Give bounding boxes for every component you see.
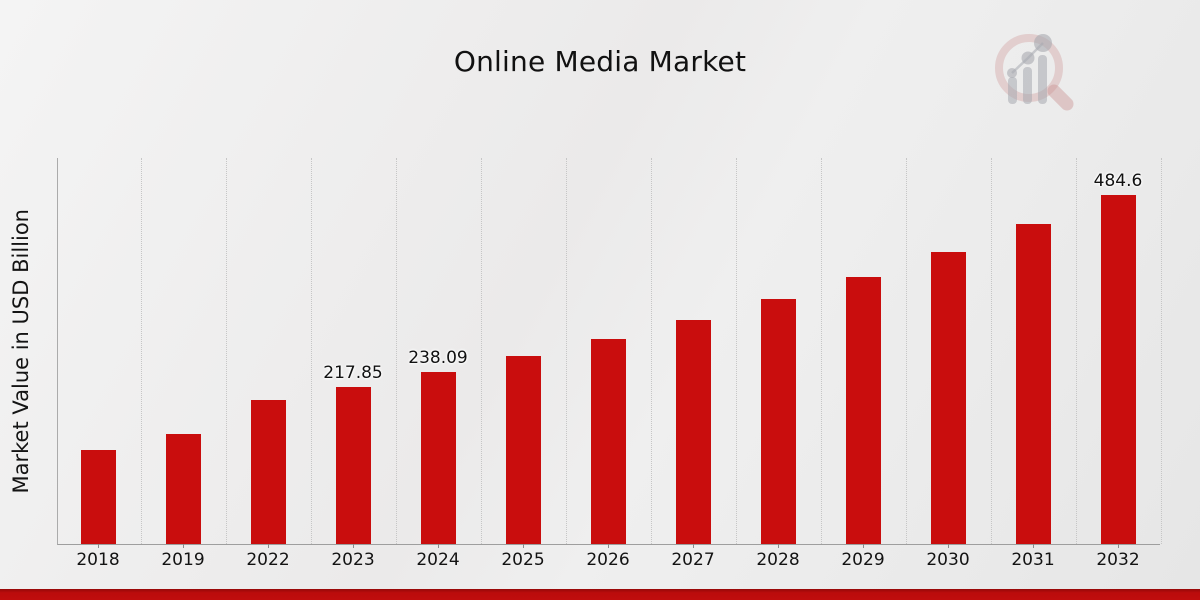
category-gridline [905, 158, 907, 544]
category-gridline [735, 158, 737, 544]
bar-2027 [675, 320, 711, 544]
x-tick-label-2019: 2019 [161, 550, 205, 570]
page-title: Online Media Market [453, 45, 747, 78]
x-axis-tick [268, 544, 269, 548]
x-tick-label-2024: 2024 [416, 550, 460, 570]
x-axis-tick [1118, 544, 1119, 548]
x-axis-tick [353, 544, 354, 548]
x-tick-label-2031: 2031 [1011, 550, 1055, 570]
x-tick-label-2029: 2029 [841, 550, 885, 570]
bar-2028 [760, 299, 796, 544]
x-axis-tick [523, 544, 524, 548]
x-tick-label-2025: 2025 [501, 550, 545, 570]
x-tick-label-2023: 2023 [331, 550, 375, 570]
x-tick-label-2022: 2022 [246, 550, 290, 570]
x-axis-tick [98, 544, 99, 548]
bar-value-label: 484.6 [1093, 170, 1143, 191]
x-axis-tick [863, 544, 864, 548]
bar-2031 [1015, 224, 1051, 544]
plot-area: 2018 2019 2022 217.85 2023 238.09 2024 2025 2026… [57, 158, 1162, 570]
y-axis-label: Market Value in USD Billion [9, 209, 33, 494]
category-gridline [565, 158, 567, 544]
bar-value-label: 238.09 [408, 348, 468, 369]
category-gridline [820, 158, 822, 544]
category-gridline [310, 158, 312, 544]
bar-2022 [250, 400, 286, 544]
category-gridline [480, 158, 482, 544]
category-gridline [395, 158, 397, 544]
x-axis-tick [693, 544, 694, 548]
bar-2030 [930, 251, 966, 544]
x-axis-tick [1033, 544, 1034, 548]
x-axis-tick [608, 544, 609, 548]
category-gridline [225, 158, 227, 544]
x-tick-label-2032: 2032 [1096, 550, 1140, 570]
category-gridline [1075, 158, 1077, 544]
bar-2029 [845, 276, 881, 544]
bar-value-label: 217.85 [323, 363, 383, 384]
x-axis-tick [778, 544, 779, 548]
x-tick-label-2026: 2026 [586, 550, 630, 570]
footer-accent-band [0, 589, 1200, 600]
x-tick-label-2030: 2030 [926, 550, 970, 570]
x-axis-tick [183, 544, 184, 548]
category-gridline [990, 158, 992, 544]
y-axis-label-wrap: Market Value in USD Billion [4, 158, 38, 545]
category-gridline [140, 158, 142, 544]
x-axis-tick [948, 544, 949, 548]
bar-2023 [335, 387, 371, 544]
bar-2024 [420, 372, 456, 544]
x-tick-label-2027: 2027 [671, 550, 715, 570]
x-tick-label-2028: 2028 [756, 550, 800, 570]
bar-2018 [80, 449, 116, 544]
category-gridline [650, 158, 652, 544]
bar-2026 [590, 339, 626, 544]
category-gridline [1160, 158, 1162, 544]
magnifier-bar-chart-icon [995, 34, 1074, 111]
bar-2032 [1100, 194, 1136, 544]
bar-2025 [505, 356, 541, 544]
x-axis-tick [438, 544, 439, 548]
x-tick-label-2018: 2018 [76, 550, 120, 570]
bar-2019 [165, 434, 201, 544]
